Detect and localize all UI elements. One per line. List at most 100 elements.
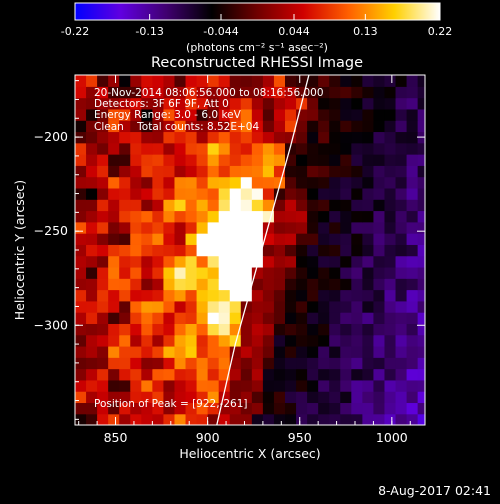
- heatmap-cell: [362, 278, 375, 291]
- heatmap-cell: [351, 402, 363, 415]
- heatmap-cell: [218, 131, 231, 144]
- colorbar-tick-label: -0.22: [61, 25, 89, 38]
- heatmap-cell: [218, 97, 231, 110]
- heatmap-cell: [119, 357, 131, 370]
- heatmap-cell: [307, 165, 319, 178]
- heatmap-cell: [108, 165, 120, 178]
- heatmap-cell: [318, 154, 330, 166]
- heatmap-cell: [362, 266, 375, 279]
- heatmap-cell: [229, 221, 242, 234]
- heatmap-cell: [163, 334, 176, 347]
- heatmap-cell: [318, 120, 330, 133]
- heatmap-cell: [340, 165, 352, 178]
- heatmap-cell: [185, 97, 198, 110]
- heatmap-cell: [362, 368, 375, 381]
- heatmap-cell: [108, 289, 120, 302]
- heatmap-cell: [307, 413, 319, 425]
- heatmap-cell: [163, 108, 176, 121]
- heatmap-cell: [163, 391, 176, 404]
- colorbar-tick-label: 0.044: [278, 25, 310, 38]
- heatmap-cell: [119, 266, 131, 279]
- heatmap-cell: [130, 108, 142, 121]
- heatmap-cell: [196, 75, 209, 87]
- heatmap-cell: [240, 289, 253, 302]
- heatmap-cell: [318, 413, 330, 425]
- heatmap-cell: [163, 97, 176, 110]
- heatmap-cell: [229, 255, 242, 268]
- heatmap-cell: [240, 221, 253, 234]
- heatmap-cell: [130, 120, 142, 133]
- heatmap-cell: [152, 289, 165, 302]
- heatmap-cell: [141, 221, 153, 234]
- heatmap-cell: [251, 221, 264, 234]
- heatmap-cell: [218, 221, 231, 234]
- heatmap-cell: [163, 154, 176, 166]
- heatmap-cell: [251, 165, 264, 178]
- heatmap-cell: [395, 154, 408, 166]
- heatmap-cell: [108, 86, 120, 99]
- heatmap-cell: [329, 86, 341, 99]
- heatmap-cell: [119, 142, 131, 155]
- heatmap-cell: [285, 379, 297, 392]
- heatmap-cell: [229, 187, 242, 200]
- heatmap-cell: [262, 244, 275, 257]
- heatmap-cell: [273, 233, 286, 245]
- heatmap-cell: [373, 199, 386, 212]
- heatmap-cell: [329, 120, 341, 133]
- heatmap-cell: [97, 368, 109, 381]
- heatmap-cell: [251, 255, 264, 268]
- heatmap-cell: [329, 108, 341, 121]
- heatmap-cell: [196, 233, 209, 245]
- heatmap-cell: [185, 345, 198, 358]
- heatmap-cell: [174, 120, 187, 133]
- heatmap-cell: [174, 312, 187, 324]
- heatmap-cell: [251, 312, 264, 324]
- heatmap-cell: [141, 210, 153, 223]
- heatmap-cell: [285, 154, 297, 166]
- heatmap-cell: [318, 221, 330, 234]
- heatmap-cell: [119, 413, 131, 425]
- heatmap-cell: [174, 233, 187, 245]
- heatmap-cell: [174, 323, 187, 336]
- heatmap-cell: [141, 187, 153, 200]
- heatmap-cell: [318, 289, 330, 302]
- heatmap-cell: [373, 187, 386, 200]
- heatmap-cell: [285, 75, 297, 87]
- heatmap-cell: [340, 108, 352, 121]
- heatmap-cell: [163, 289, 176, 302]
- heatmap-cell: [373, 357, 386, 370]
- heatmap-cell: [152, 176, 165, 189]
- heatmap-cell: [185, 312, 198, 324]
- heatmap-cell: [163, 131, 176, 144]
- heatmap-cell: [340, 289, 352, 302]
- heatmap-cell: [351, 368, 363, 381]
- heatmap-cell: [119, 312, 131, 324]
- heatmap-cell: [362, 357, 375, 370]
- heatmap-cell: [75, 165, 87, 178]
- heatmap-cell: [152, 391, 165, 404]
- heatmap-cell: [296, 357, 308, 370]
- heatmap-cell: [207, 289, 220, 302]
- heatmap-cell: [218, 368, 231, 381]
- heatmap-cell: [307, 176, 319, 189]
- heatmap-cell: [152, 233, 165, 245]
- heatmap-cell: [130, 142, 142, 155]
- heatmap-cell: [196, 165, 209, 178]
- heatmap-cell: [97, 357, 109, 370]
- heatmap-cell: [196, 312, 209, 324]
- heatmap-cell: [240, 233, 253, 245]
- heatmap-cell: [384, 176, 397, 189]
- heatmap-cell: [285, 108, 297, 121]
- heatmap-cell: [119, 187, 131, 200]
- heatmap-cell: [207, 278, 220, 291]
- heatmap-cell: [307, 334, 319, 347]
- heatmap-cell: [152, 131, 165, 144]
- heatmap-cell: [329, 289, 341, 302]
- heatmap-cell: [373, 368, 386, 381]
- heatmap-cell: [318, 244, 330, 257]
- heatmap-cell: [329, 278, 341, 291]
- heatmap-cell: [395, 86, 408, 99]
- heatmap-cell: [108, 300, 120, 313]
- heatmap-cell: [329, 199, 341, 212]
- heatmap-cell: [262, 391, 275, 404]
